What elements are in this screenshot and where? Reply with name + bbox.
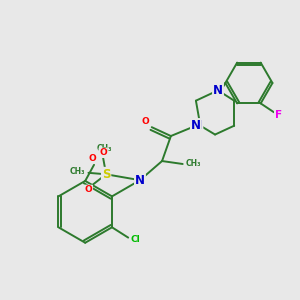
- Text: Cl: Cl: [131, 235, 140, 244]
- Text: O: O: [85, 185, 92, 194]
- Text: N: N: [213, 84, 223, 97]
- Text: N: N: [135, 174, 145, 187]
- Text: O: O: [89, 154, 97, 163]
- Text: S: S: [102, 168, 110, 181]
- Text: O: O: [141, 117, 149, 126]
- Text: N: N: [191, 119, 201, 132]
- Text: CH₃: CH₃: [70, 167, 85, 176]
- Text: CH₃: CH₃: [186, 160, 202, 169]
- Text: N: N: [192, 119, 203, 132]
- Text: O: O: [99, 148, 107, 157]
- Text: CH₃: CH₃: [97, 144, 112, 153]
- Text: F: F: [275, 110, 282, 120]
